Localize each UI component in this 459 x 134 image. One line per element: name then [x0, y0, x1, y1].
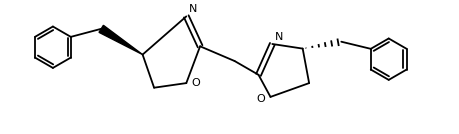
Polygon shape: [99, 25, 142, 55]
Text: N: N: [274, 32, 282, 42]
Text: N: N: [188, 4, 196, 14]
Text: O: O: [191, 78, 200, 88]
Text: O: O: [256, 94, 264, 104]
